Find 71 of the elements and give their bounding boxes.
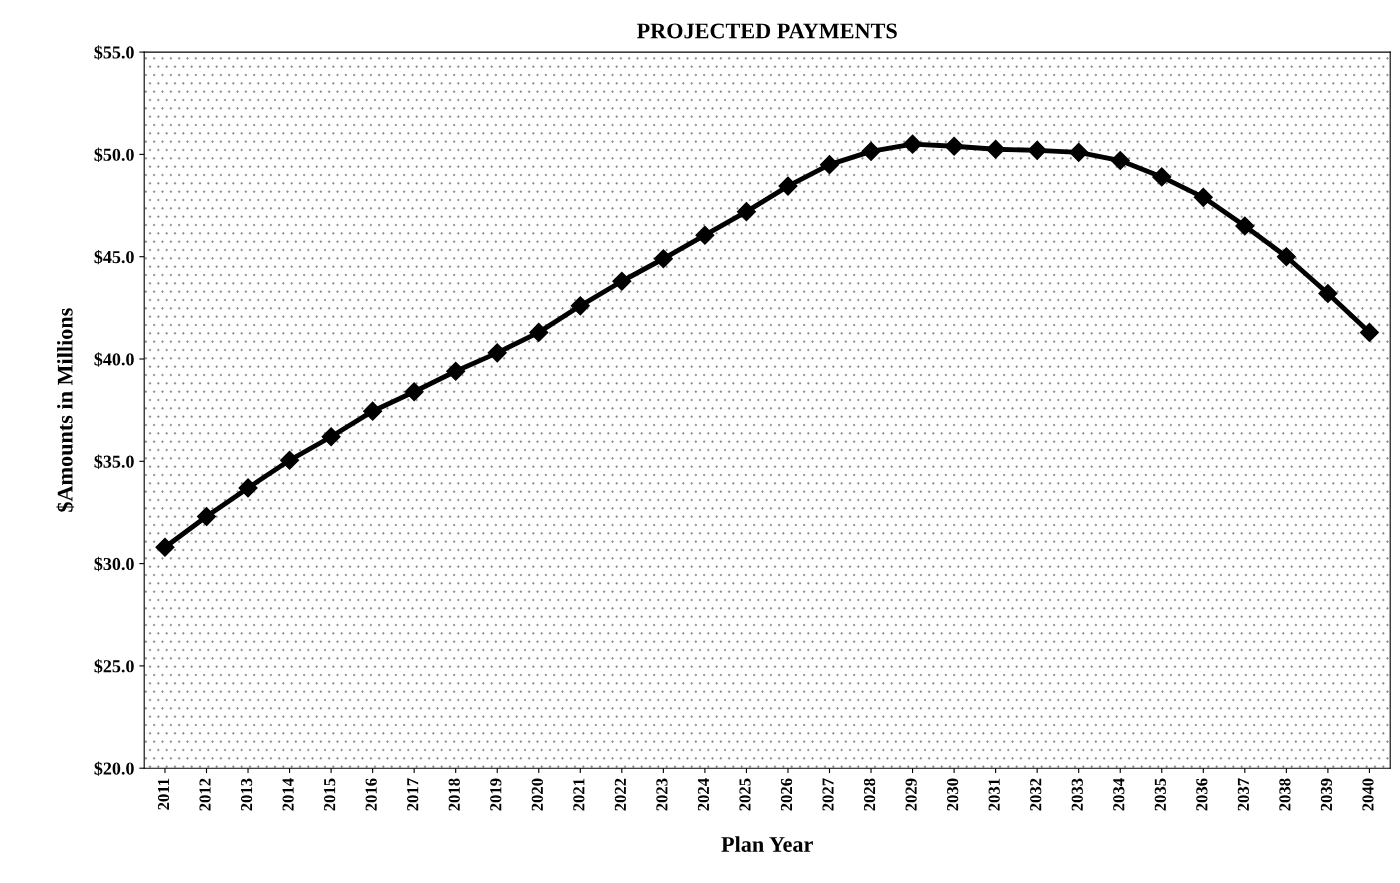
point	[819, 155, 840, 175]
point	[1235, 216, 1255, 236]
point	[778, 176, 798, 196]
point	[1152, 167, 1172, 187]
point	[529, 322, 549, 342]
x-tick-label: 2032	[1030, 778, 1042, 811]
x-tick-label: 2030	[947, 778, 959, 811]
point	[1069, 142, 1089, 162]
x-tick-label: 2026	[780, 778, 793, 811]
x-tick-label: 2029	[905, 778, 917, 811]
y-tick-label: $25.0	[94, 659, 134, 674]
point	[280, 450, 300, 470]
y-tick-label: $55.0	[94, 45, 134, 60]
y-tick-label: $45.0	[94, 249, 134, 265]
point	[238, 478, 258, 498]
x-tick-label: 2036	[1196, 778, 1208, 811]
point	[695, 225, 715, 245]
y-axis-title: $Amounts in Millions	[56, 308, 75, 512]
point	[155, 537, 175, 557]
x-tick-label: 2019	[490, 778, 502, 811]
x-tick-label: 2025	[739, 778, 751, 811]
x-tick-label: 2031	[988, 778, 1000, 811]
point	[986, 139, 1006, 159]
point	[944, 136, 964, 156]
point	[612, 271, 632, 291]
x-tick-label: 2013	[240, 778, 253, 811]
point	[861, 141, 881, 161]
x-tick-label: 2015	[324, 778, 336, 811]
point	[487, 343, 507, 363]
point	[1359, 322, 1379, 342]
x-tick-label: 2018	[448, 778, 460, 811]
point	[1027, 140, 1047, 160]
x-tick-label: 2022	[614, 778, 627, 811]
x-tick-label: 2016	[365, 778, 377, 811]
x-tick-label: 2035	[1154, 778, 1166, 811]
x-tick-label: 2034	[1113, 778, 1125, 811]
x-tick-label: 2024	[697, 778, 710, 811]
point	[446, 361, 466, 381]
point	[363, 401, 383, 421]
y-tick-label: $35.0	[94, 454, 134, 469]
x-tick-label: 2037	[1237, 778, 1250, 811]
x-tick-label: 2027	[822, 778, 834, 811]
x-tick-label: 2039	[1320, 778, 1333, 811]
y-tick-label: $50.0	[94, 147, 134, 163]
y-tick-label: $20.0	[94, 761, 134, 776]
point	[1318, 283, 1338, 304]
point	[196, 507, 217, 527]
point	[570, 296, 590, 316]
x-tick-label: 2028	[863, 778, 876, 811]
x-tick-label: 2020	[531, 778, 543, 811]
x-tick-label: 2033	[1071, 778, 1083, 811]
point	[404, 382, 424, 402]
point	[653, 249, 673, 269]
x-tick-label: 2038	[1279, 778, 1291, 811]
x-tick-label: 2011	[157, 778, 170, 810]
x-axis-title: Plan Year	[721, 836, 813, 852]
x-tick-label: 2040	[1362, 778, 1374, 811]
point	[1193, 187, 1213, 207]
x-tick-label: 2017	[407, 778, 419, 811]
x-tick-label: 2012	[199, 778, 211, 811]
y-tick-label: $30.0	[94, 556, 134, 572]
point	[1110, 151, 1130, 171]
point	[321, 427, 341, 447]
chart-title: PROJECTED PAYMENTS	[636, 23, 897, 39]
x-tick-label: 2021	[573, 778, 585, 811]
point	[736, 202, 756, 222]
x-tick-label: 2014	[282, 778, 294, 811]
point	[903, 134, 923, 154]
y-tick-label: $40.0	[94, 352, 134, 367]
x-tick-label: 2023	[656, 778, 668, 811]
point	[1276, 247, 1296, 267]
